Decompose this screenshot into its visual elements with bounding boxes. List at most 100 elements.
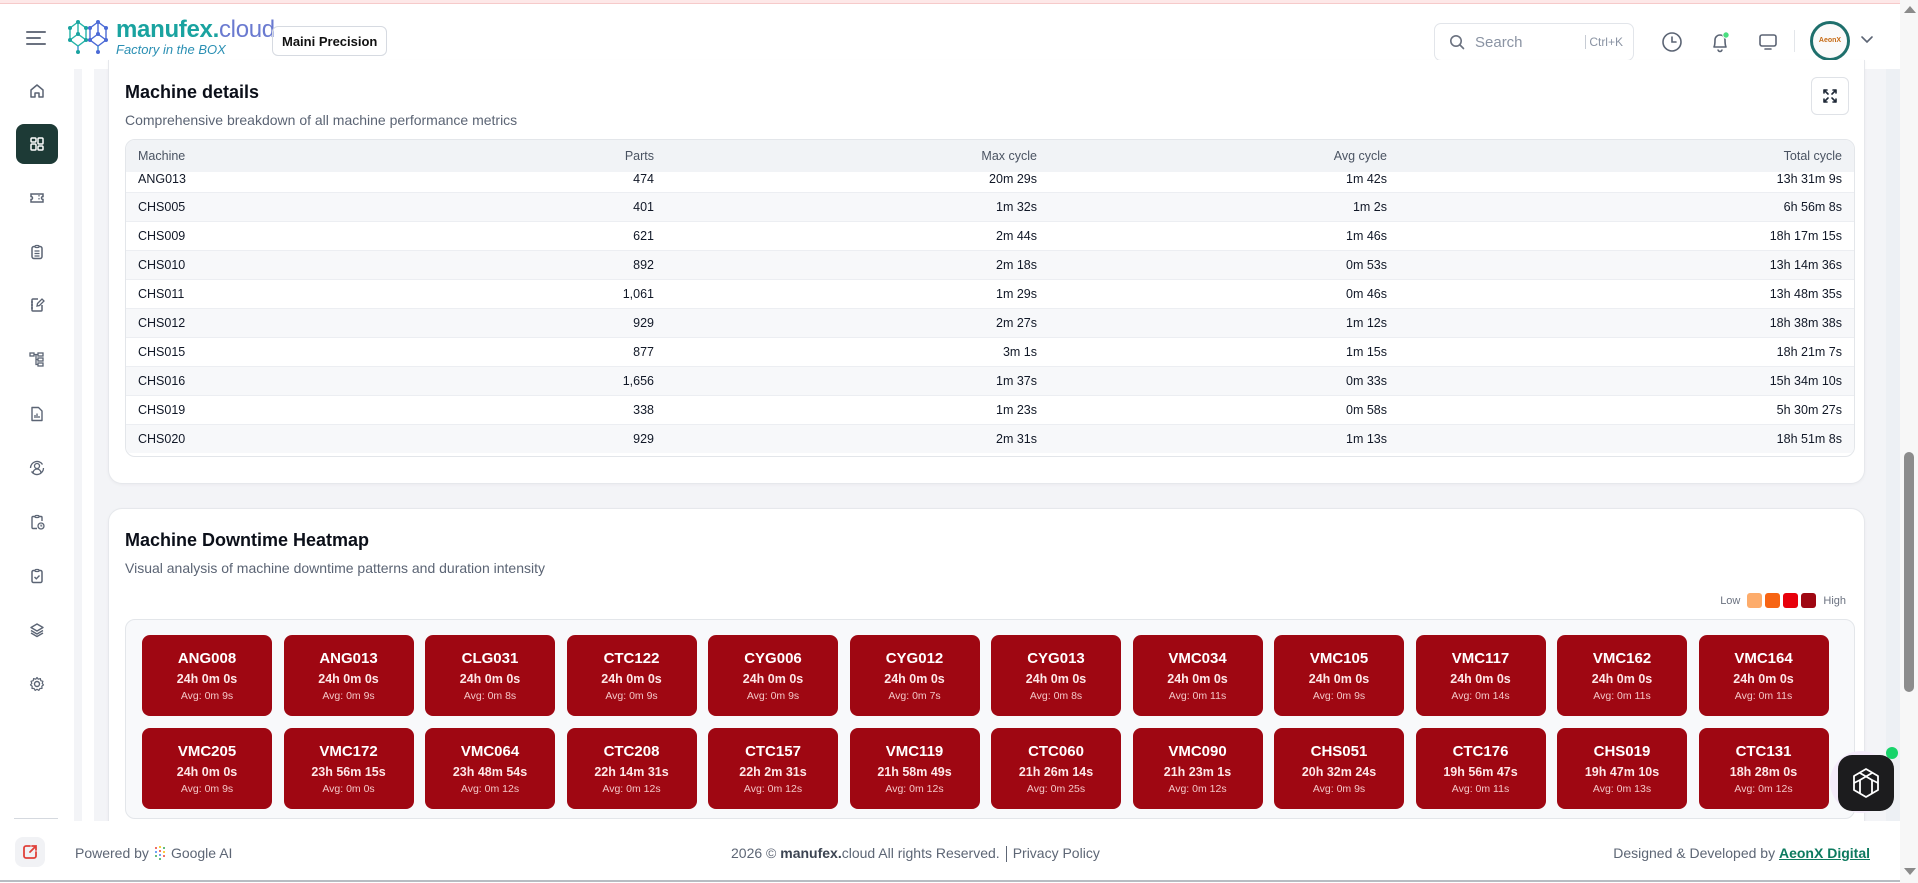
heatmap-tile[interactable]: CTC060 21h 26m 14s Avg: 0m 25s (991, 728, 1121, 809)
col-avg-cycle[interactable]: Avg cycle (1333, 149, 1387, 163)
table-row[interactable]: CHS010 892 2m 18s 0m 53s 13h 14m 36s (126, 249, 1854, 279)
heatmap-tile[interactable]: CYG013 24h 0m 0s Avg: 0m 8s (991, 635, 1121, 716)
col-total-cycle[interactable]: Total cycle (1783, 149, 1842, 163)
sidebar-item-user-sync[interactable] (16, 448, 58, 488)
heatmap-tile[interactable]: VMC172 23h 56m 15s Avg: 0m 0s (283, 728, 414, 809)
sidebar-item-settings[interactable] (16, 664, 58, 704)
sidebar-item-schedule[interactable] (16, 502, 58, 542)
table-row[interactable]: CHS011 1,061 1m 29s 0m 46s 13h 48m 35s (126, 278, 1854, 308)
external-link-button[interactable] (15, 837, 45, 867)
heatmap-tile[interactable]: ANG013 24h 0m 0s Avg: 0m 9s (283, 635, 414, 716)
cell-total-cycle: 18h 17m 15s (1399, 220, 1854, 250)
global-search[interactable]: Search Ctrl+K (1434, 23, 1634, 61)
table-row[interactable]: CHS015 877 3m 1s 1m 15s 18h 21m 7s (126, 336, 1854, 366)
brand-name: manufex.cloud (116, 16, 275, 43)
table-row[interactable]: CHS020 929 2m 31s 1m 13s 18h 51m 8s (126, 423, 1854, 453)
heatmap-tile[interactable]: VMC105 24h 0m 0s Avg: 0m 9s (1274, 635, 1404, 716)
cell-total-cycle: 6h 56m 8s (1399, 191, 1854, 221)
downtime-heatmap-card: Machine Downtime Heatmap Visual analysis… (108, 508, 1865, 848)
privacy-policy-link[interactable]: Privacy Policy (1012, 845, 1100, 861)
page-scrollbar[interactable] (1900, 0, 1918, 883)
sidebar-item-hierarchy[interactable] (16, 339, 58, 379)
notebook-edit-icon (31, 298, 45, 312)
table-row[interactable]: CHS009 621 2m 44s 1m 46s 18h 17m 15s (126, 220, 1854, 250)
heatmap-tile[interactable]: VMC162 24h 0m 0s Avg: 0m 11s (1557, 635, 1687, 716)
heatmap-tile[interactable]: CTC157 22h 2m 31s Avg: 0m 12s (708, 728, 838, 809)
sidebar-item-dashboard[interactable] (16, 124, 58, 164)
legend-high-label: High (1823, 594, 1846, 607)
heatmap-tile[interactable]: VMC205 24h 0m 0s Avg: 0m 9s (142, 728, 272, 809)
scroll-down-arrow-icon[interactable] (1904, 868, 1916, 875)
chevron-down-icon[interactable] (1860, 34, 1874, 44)
heatmap-tile[interactable]: VMC164 24h 0m 0s Avg: 0m 11s (1698, 635, 1829, 716)
heatmap-tile[interactable]: CTC208 22h 14m 31s Avg: 0m 12s (566, 728, 697, 809)
clipboard-clock-icon (31, 514, 45, 530)
scroll-up-arrow-icon[interactable] (1904, 6, 1916, 13)
heatmap-tile[interactable]: CYG012 24h 0m 0s Avg: 0m 7s (849, 635, 980, 716)
heatmap-tile[interactable]: ANG008 24h 0m 0s Avg: 0m 9s (142, 635, 272, 716)
fullscreen-button[interactable] (1811, 77, 1849, 115)
sidebar-item-home[interactable] (16, 71, 58, 111)
heatmap-tile[interactable]: CHS051 20h 32m 24s Avg: 0m 9s (1274, 728, 1404, 809)
col-machine[interactable]: Machine (138, 149, 186, 163)
heatmap-tile[interactable]: CTC131 18h 28m 0s Avg: 0m 12s (1698, 728, 1829, 809)
cell-machine: CHS005 (126, 191, 426, 221)
cell-total-cycle: 13h 31m 9s (1776, 172, 1842, 186)
heatmap-tile[interactable]: CHS019 19h 47m 10s Avg: 0m 13s (1557, 728, 1687, 809)
cell-max-cycle: 2m 44s (666, 220, 1049, 250)
cell-max-cycle: 1m 32s (666, 191, 1049, 221)
powered-by: Powered by Google AI (75, 845, 232, 861)
heatmap-tile[interactable]: VMC064 23h 48m 54s Avg: 0m 12s (425, 728, 555, 809)
table-row[interactable]: CHS016 1,656 1m 37s 0m 33s 15h 34m 10s (126, 365, 1854, 395)
machine-details-table[interactable]: Machine Parts Max cycle Avg cycle Total … (125, 139, 1855, 457)
cell-max-cycle: 1m 29s (666, 278, 1049, 308)
heatmap-tile[interactable]: CYG006 24h 0m 0s Avg: 0m 9s (708, 635, 838, 716)
content-scroll-track[interactable] (1886, 69, 1900, 821)
col-parts[interactable]: Parts (624, 149, 654, 163)
heatmap-tile[interactable]: CTC176 19h 56m 47s Avg: 0m 11s (1415, 728, 1546, 809)
table-row[interactable]: ANG013 474 20m 29s 1m 42s 13h 31m 9s (126, 172, 1854, 192)
cell-parts: 892 (426, 249, 666, 279)
ai-assistant-button[interactable] (1838, 755, 1894, 811)
cell-total-cycle: 18h 38m 38s (1399, 307, 1854, 337)
heatmap-tile[interactable]: CLG031 24h 0m 0s Avg: 0m 8s (425, 635, 555, 716)
dashboard-icon (30, 137, 44, 151)
history-clock-icon[interactable] (1659, 29, 1685, 55)
cell-machine: CHS019 (126, 394, 426, 424)
report-chart-icon (31, 406, 43, 422)
menu-toggle-icon[interactable] (26, 31, 46, 45)
table-row[interactable]: CHS005 401 1m 32s 1m 2s 6h 56m 8s (126, 191, 1854, 221)
machine-details-title: Machine details (125, 82, 260, 102)
monitor-display-icon[interactable] (1755, 29, 1781, 55)
sidebar-item-tasks[interactable] (16, 556, 58, 596)
heatmap-tile[interactable]: VMC090 21h 23m 1s Avg: 0m 12s (1132, 728, 1263, 809)
sidebar-item-tickets[interactable] (16, 178, 58, 218)
organization-selector[interactable]: Maini Precision (272, 26, 388, 56)
designer-link[interactable]: AeonX Digital (1778, 845, 1870, 861)
brand-logo[interactable]: manufex.cloud Factory in the BOX (66, 18, 275, 56)
legend-swatch-high (1801, 593, 1817, 608)
heatmap-tile[interactable]: VMC119 21h 58m 49s Avg: 0m 12s (849, 728, 980, 809)
legend-swatch-elevated (1783, 593, 1799, 608)
notifications-bell-icon[interactable] (1707, 29, 1733, 55)
sidebar-item-clipboard-list[interactable] (16, 232, 58, 272)
heatmap-tile[interactable]: CTC122 24h 0m 0s Avg: 0m 9s (566, 635, 697, 716)
cell-avg-cycle: 1m 12s (1049, 307, 1399, 337)
clipboard-list-icon (31, 244, 43, 260)
sidebar-item-notebook[interactable] (16, 285, 58, 325)
sidebar-item-reports[interactable] (16, 394, 58, 434)
heatmap-grid: ANG008 24h 0m 0s Avg: 0m 9s ANG013 24h 0m 0… (142, 635, 1829, 809)
table-row[interactable]: CHS019 338 1m 23s 0m 58s 5h 30m 27s (126, 394, 1854, 424)
search-placeholder: Search (1475, 33, 1523, 51)
scrollbar-thumb[interactable] (1904, 452, 1914, 692)
user-avatar[interactable]: AeonX (1810, 21, 1850, 61)
sidebar-item-layers[interactable] (16, 610, 58, 650)
cell-parts: 877 (426, 336, 666, 366)
sidebar-bottom-divider (14, 818, 58, 819)
clipboard-check-icon (31, 568, 43, 584)
col-max-cycle[interactable]: Max cycle (981, 149, 1037, 163)
cell-parts: 929 (426, 307, 666, 337)
heatmap-tile[interactable]: VMC034 24h 0m 0s Avg: 0m 11s (1132, 635, 1263, 716)
table-row[interactable]: CHS012 929 2m 27s 1m 12s 18h 38m 38s (126, 307, 1854, 337)
heatmap-tile[interactable]: VMC117 24h 0m 0s Avg: 0m 14s (1415, 635, 1546, 716)
